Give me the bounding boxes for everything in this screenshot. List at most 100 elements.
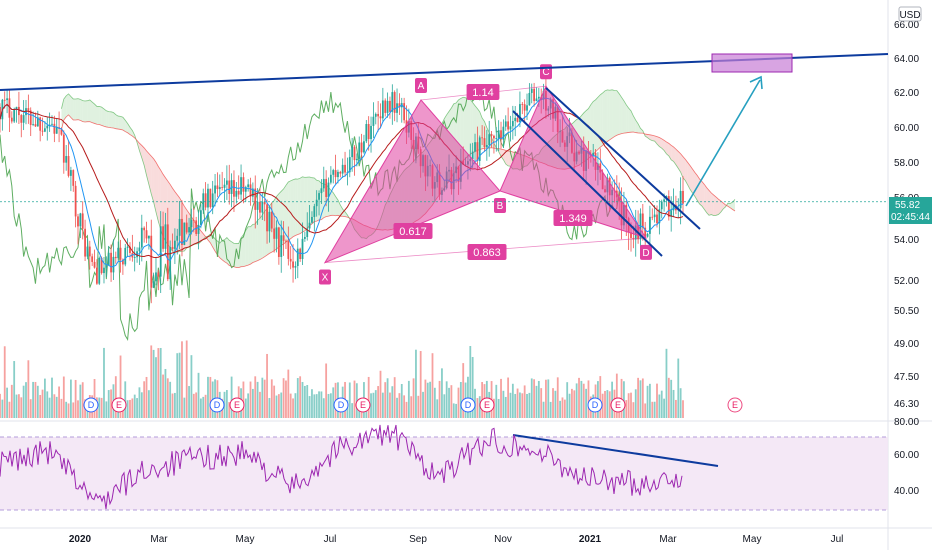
volume-bar <box>542 401 545 418</box>
projection-arrow-line[interactable] <box>685 79 761 207</box>
candle-body <box>218 187 221 190</box>
time-tick-label: Mar <box>659 534 677 545</box>
candle-body <box>79 213 82 227</box>
candle-body <box>162 226 164 249</box>
dividend-marker[interactable] <box>333 397 349 413</box>
ratio-bcd-box[interactable] <box>553 210 593 226</box>
candle-body <box>22 115 25 123</box>
candle-body <box>348 157 351 173</box>
candle-body <box>69 170 72 176</box>
volume-bar <box>467 376 469 418</box>
candle-body <box>117 247 120 259</box>
cloud-segment <box>307 176 310 229</box>
volume-bar <box>374 390 377 418</box>
volume-bar <box>476 398 479 418</box>
candle-body <box>523 104 526 111</box>
candle-body <box>39 117 42 131</box>
volume-bar <box>105 401 108 418</box>
candle-body <box>221 187 224 188</box>
cloud-segment <box>668 143 672 160</box>
cloud-segment <box>680 153 683 178</box>
candle-body <box>199 210 202 225</box>
volume-bar <box>289 393 292 418</box>
earnings-marker[interactable] <box>229 397 245 413</box>
candle-body <box>374 113 377 117</box>
dividend-marker[interactable] <box>209 397 225 413</box>
candle-body <box>277 227 280 257</box>
pattern-point-d-box[interactable] <box>640 244 652 260</box>
volume-bar <box>348 382 351 418</box>
volume-bar <box>457 387 460 418</box>
cloud-segment <box>63 95 67 121</box>
earnings-marker[interactable] <box>479 397 495 413</box>
candle-body <box>32 124 34 125</box>
dividend-marker[interactable] <box>460 397 476 413</box>
ratio-xad-box[interactable] <box>467 244 507 260</box>
cloud-segment <box>75 98 78 120</box>
ratio-xab-box[interactable] <box>393 223 433 239</box>
target-zone-box[interactable] <box>711 53 793 73</box>
channel-lower-line[interactable] <box>512 110 663 257</box>
candle-body <box>256 201 259 210</box>
candle-body <box>51 123 53 125</box>
volume-bar <box>150 345 153 418</box>
volume-bar <box>3 346 6 418</box>
volume-bar <box>495 384 498 418</box>
volume-bar <box>552 388 554 418</box>
ratio-abc-box[interactable] <box>466 84 500 100</box>
volume-bar <box>540 388 543 418</box>
volume-bar <box>611 381 614 418</box>
dividend-marker[interactable] <box>587 397 603 413</box>
volume-bar <box>424 379 427 418</box>
candle-body <box>471 151 474 159</box>
rsi-divergence-line[interactable] <box>512 434 719 467</box>
candle-body <box>386 100 389 113</box>
cloud-segment <box>730 202 733 210</box>
candle-body <box>261 201 264 213</box>
earnings-marker[interactable] <box>355 397 371 413</box>
candle-body <box>152 281 155 288</box>
volume-bar <box>372 392 375 418</box>
volume-bar <box>526 393 528 418</box>
volume-bar <box>51 377 53 418</box>
volume-bar <box>152 349 155 418</box>
volume-bar <box>263 379 266 418</box>
cloud-segment <box>727 203 731 208</box>
volume-bar <box>285 380 287 418</box>
cloud-segment <box>330 190 334 216</box>
volume-bar <box>39 394 42 418</box>
pattern-point-x-box[interactable] <box>319 269 331 285</box>
cloud-segment <box>713 195 717 216</box>
earnings-marker[interactable] <box>727 397 743 413</box>
harmonic-pattern[interactable]: X A B C D 0.617 1.14 1.349 0.863 <box>319 64 652 285</box>
volume-bar <box>623 381 625 418</box>
dividend-marker[interactable] <box>83 397 99 413</box>
cloud-segment <box>694 172 698 201</box>
cloud-segment <box>342 209 346 217</box>
volume-bar <box>634 389 637 418</box>
volume-bar <box>166 378 169 418</box>
candle-body <box>147 235 150 239</box>
channel-upper-line[interactable] <box>545 87 701 230</box>
volume-bar <box>303 385 306 418</box>
currency-label[interactable]: USD <box>898 6 922 22</box>
cloud-segment <box>661 138 665 151</box>
rsi-indicator <box>0 424 683 510</box>
earnings-marker[interactable] <box>111 397 127 413</box>
volume-bar <box>143 381 146 418</box>
candle-body <box>192 220 195 221</box>
candle-body <box>34 124 37 127</box>
earnings-marker[interactable] <box>610 397 626 413</box>
volume-bar <box>445 381 448 418</box>
candle-body <box>46 125 49 129</box>
pattern-point-a-box[interactable] <box>415 78 427 93</box>
volume-bar <box>672 389 675 418</box>
cloud-segment <box>633 115 636 133</box>
time-tick-label: Mar <box>150 534 168 545</box>
cloud-segment <box>732 199 735 211</box>
trendlines[interactable] <box>0 53 889 467</box>
volume-bar <box>493 398 495 418</box>
volume-bar <box>67 403 70 418</box>
